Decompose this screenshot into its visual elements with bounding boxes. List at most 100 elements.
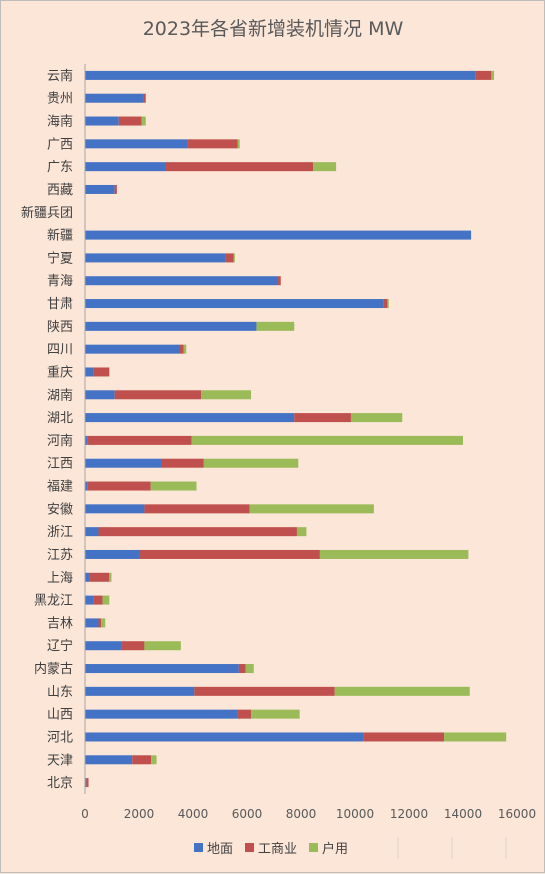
x-tick-label: 4000 — [178, 807, 209, 821]
bar-segment — [85, 70, 476, 80]
legend-label: 地面 — [207, 842, 233, 857]
bars-layer — [85, 70, 507, 788]
bar-segment — [296, 527, 307, 537]
bar-segment — [237, 709, 252, 719]
bar-segment — [85, 527, 99, 537]
bar-segment — [85, 116, 119, 126]
category-label: 北京 — [47, 776, 73, 791]
bar-segment — [85, 458, 162, 468]
bar-segment — [85, 139, 188, 149]
bar-segment — [98, 527, 297, 537]
legend: 地面 工商业 户用 — [194, 841, 348, 857]
x-tick-label: 12000 — [390, 807, 428, 821]
bar-segment — [85, 321, 257, 331]
bar-segment — [203, 458, 299, 468]
bar-segment — [191, 435, 463, 445]
category-label: 重庆 — [47, 364, 73, 380]
bar-segment — [85, 276, 279, 286]
bar-segment — [161, 458, 204, 468]
bar-segment — [132, 755, 152, 765]
bar-segment — [187, 139, 238, 149]
legend-label: 户用 — [322, 841, 348, 857]
category-label: 上海 — [47, 571, 73, 586]
bar-segment — [85, 686, 195, 696]
category-label: 河北 — [47, 730, 73, 745]
bar-segment — [444, 732, 507, 742]
bar-segment — [166, 162, 314, 172]
bar-segment — [86, 778, 89, 788]
x-tick-label: 2000 — [124, 807, 155, 821]
bar-segment — [109, 572, 112, 582]
bar-segment — [89, 572, 110, 582]
bar-segment — [85, 413, 295, 423]
bar-segment — [85, 504, 145, 514]
bar-segment — [150, 481, 197, 491]
bar-segment — [85, 344, 180, 354]
bar-segment — [85, 618, 99, 628]
category-label: 湖南 — [47, 387, 73, 403]
category-label: 江西 — [47, 457, 73, 472]
bar-segment — [114, 184, 117, 194]
bar-segment — [245, 664, 254, 674]
bar-segment — [101, 618, 106, 628]
category-label: 天津 — [47, 753, 73, 768]
category-label: 辽宁 — [47, 638, 73, 654]
bar-segment — [194, 686, 335, 696]
bar-segment — [118, 116, 142, 126]
category-label: 新疆兵团 — [21, 205, 73, 221]
bar-segment — [319, 549, 469, 559]
bar-segment — [141, 116, 146, 126]
category-label: 江苏 — [47, 547, 73, 563]
bar-segment — [350, 413, 403, 423]
bar-segment — [183, 344, 187, 354]
bar-segment — [251, 709, 300, 719]
bar-segment — [383, 299, 388, 309]
category-label: 甘肃 — [47, 297, 73, 312]
legend-swatch — [309, 843, 318, 852]
legend-swatch — [194, 843, 203, 852]
bar-segment — [278, 276, 281, 286]
bar-segment — [237, 139, 240, 149]
category-labels: 云南贵州海南广西广东西藏新疆兵团新疆宁夏青海甘肃陕西四川重庆湖南湖北河南江西福建… — [21, 68, 73, 791]
category-label: 湖北 — [47, 411, 73, 426]
bar-segment — [334, 686, 470, 696]
bar-segment — [85, 481, 88, 491]
legend-swatch — [245, 843, 254, 852]
x-tick-label: 8000 — [286, 807, 317, 821]
chart-title: 2023年各省新增装机情况 MW — [143, 18, 404, 40]
legend-label: 工商业 — [258, 842, 297, 857]
bar-segment — [139, 549, 320, 559]
bar-segment — [201, 390, 252, 400]
category-label: 河南 — [47, 433, 73, 449]
bar-segment — [85, 93, 144, 103]
category-label: 福建 — [47, 480, 73, 495]
bar-segment — [85, 299, 384, 309]
bar-segment — [98, 618, 102, 628]
bar-segment — [85, 755, 133, 765]
category-label: 山西 — [47, 708, 73, 723]
x-tick-label: 10000 — [336, 807, 374, 821]
bar-segment — [85, 664, 239, 674]
bar-segment — [114, 390, 202, 400]
bar-segment — [93, 595, 103, 605]
bar-segment — [85, 162, 166, 172]
bar-segment — [238, 664, 246, 674]
bar-segment — [85, 230, 472, 240]
bar-segment — [85, 709, 238, 719]
category-label: 青海 — [47, 274, 73, 289]
bar-segment — [121, 641, 145, 651]
bar-segment — [85, 732, 364, 742]
category-label: 广西 — [47, 137, 73, 152]
bar-segment — [256, 321, 295, 331]
bar-segment — [475, 70, 492, 80]
bar-segment — [85, 367, 94, 377]
bar-segment — [85, 253, 226, 263]
category-label: 吉林 — [47, 616, 73, 631]
bar-segment — [85, 184, 115, 194]
bar-segment — [85, 572, 90, 582]
bar-segment — [313, 162, 337, 172]
bar-segment — [85, 595, 94, 605]
bar-segment — [85, 641, 122, 651]
